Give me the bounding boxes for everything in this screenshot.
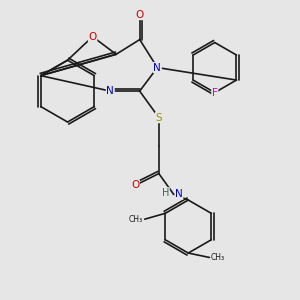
Text: N: N — [106, 86, 114, 96]
Text: O: O — [131, 180, 140, 190]
Text: CH₃: CH₃ — [211, 253, 225, 262]
Text: O: O — [88, 32, 97, 42]
Text: F: F — [212, 88, 218, 98]
Text: N: N — [175, 189, 183, 199]
Text: H: H — [162, 188, 169, 198]
Text: S: S — [155, 112, 162, 123]
Text: CH₃: CH₃ — [129, 215, 143, 224]
Text: O: O — [136, 10, 144, 20]
Text: N: N — [154, 63, 161, 73]
